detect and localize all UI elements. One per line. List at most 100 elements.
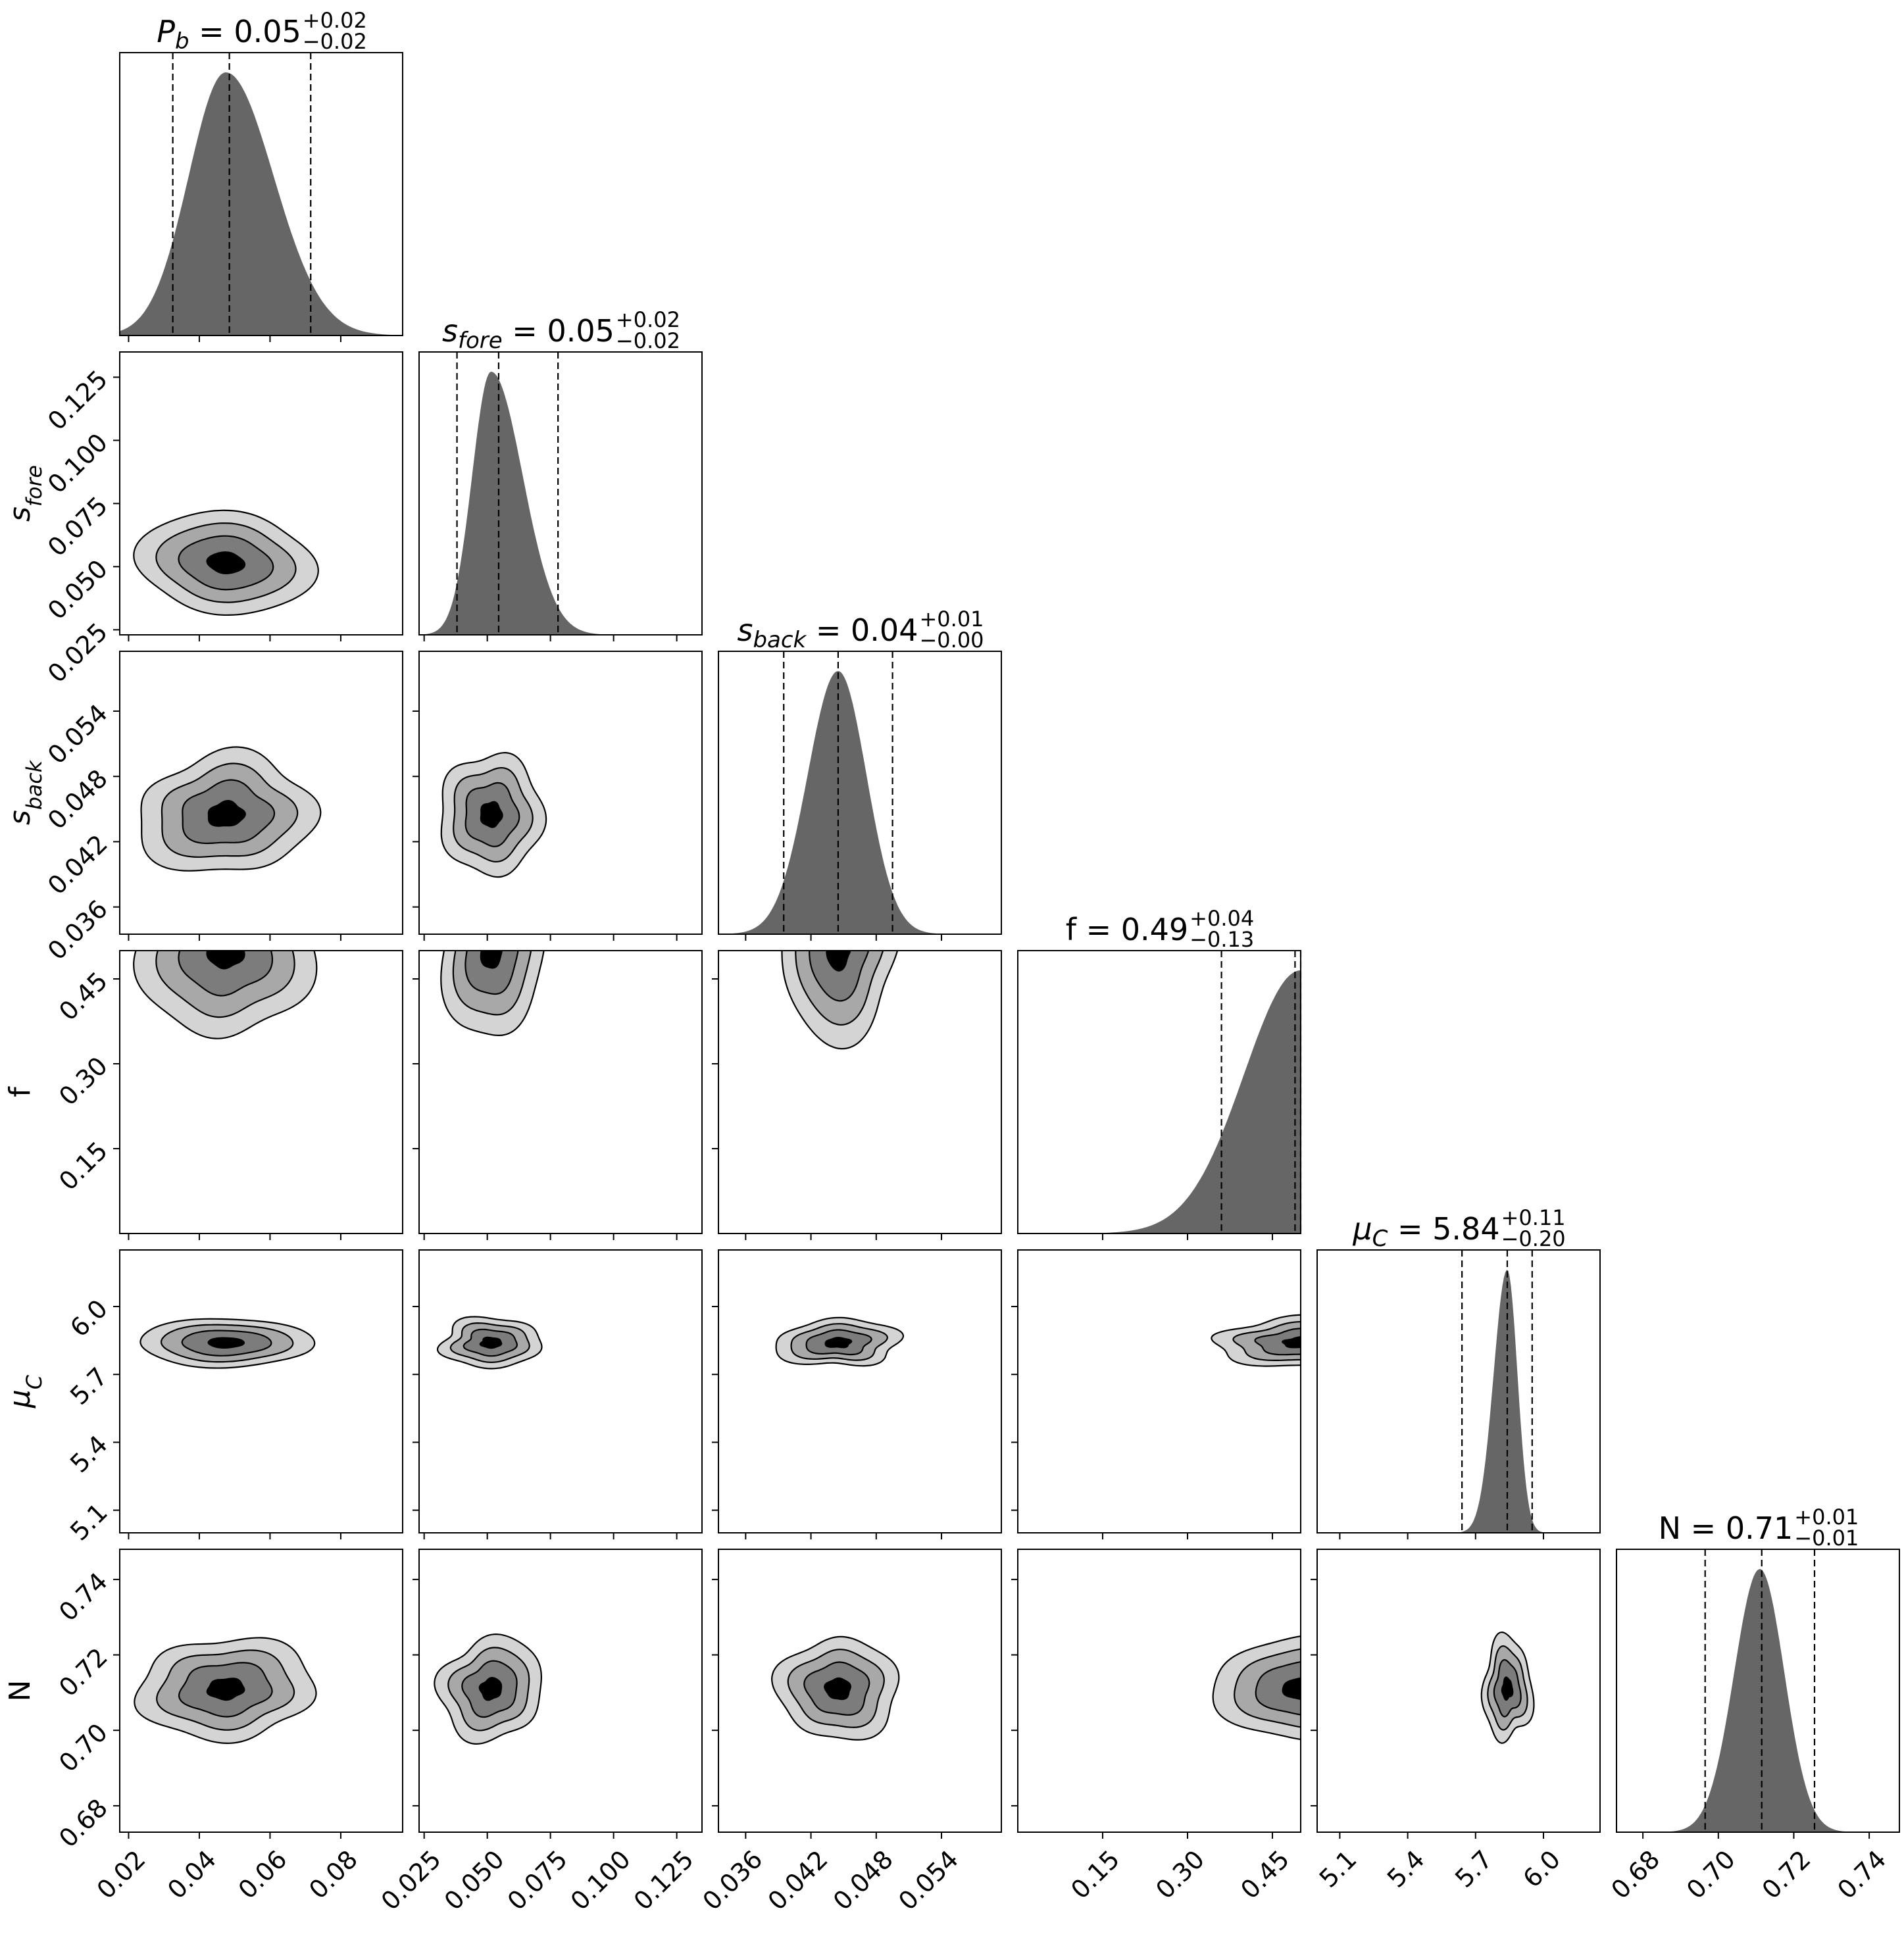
contour-level-4 — [480, 951, 503, 969]
histogram-sfore — [419, 372, 702, 635]
histogram-muC — [1317, 1270, 1600, 1533]
histogram-panel-f: f = 0.49 +0.04−0.13 — [1017, 906, 1302, 1234]
panel-title-minus-sback: −0.00 — [919, 628, 984, 653]
panel-frame — [119, 1249, 403, 1533]
contour-panel-Pb-N — [119, 1549, 403, 1833]
x-tick-label-N-2: 0.72 — [1757, 1845, 1816, 1905]
y-tick-label-sback-3: 0.054 — [42, 699, 113, 770]
panel-frame — [1017, 1249, 1301, 1533]
histogram-Pb — [120, 72, 403, 336]
contour-panel-sback-f — [718, 950, 1002, 1234]
panel-frame — [1316, 1249, 1601, 1533]
panel-title-sfore: sfore = 0.05 — [442, 313, 614, 354]
y-tick-label-f-2: 0.45 — [53, 966, 113, 1026]
y-tick-label-muC-3: 6.0 — [64, 1294, 113, 1343]
x-tick-label-f-1: 0.30 — [1150, 1845, 1210, 1905]
y-tick-label-N-2: 0.72 — [53, 1642, 113, 1702]
panel-frame — [418, 1549, 703, 1833]
contour-level-4 — [826, 951, 851, 972]
panel-frame — [718, 1249, 1002, 1533]
x-tick-label-sback-1: 0.042 — [763, 1845, 834, 1916]
panel-title-N: N = 0.71 — [1659, 1510, 1793, 1546]
panel-title-plus-sback: +0.01 — [919, 607, 984, 632]
histogram-panel-muC: μC = 5.84 +0.11−0.20 — [1316, 1205, 1601, 1533]
x-tick-label-sfore-1: 0.050 — [439, 1845, 510, 1916]
panel-title-plus-Pb: +0.02 — [303, 8, 367, 33]
x-tick-label-sfore-2: 0.075 — [502, 1845, 573, 1916]
panel-frame — [418, 950, 703, 1234]
contour-panel-Pb-sback — [119, 651, 403, 935]
y-tick-label-muC-1: 5.4 — [64, 1430, 113, 1478]
x-tick-label-Pb-3: 0.08 — [303, 1845, 363, 1905]
y-tick-label-muC-0: 5.1 — [64, 1498, 113, 1547]
x-tick-label-sback-2: 0.048 — [828, 1845, 899, 1916]
panel-frame — [718, 1549, 1002, 1833]
y-tick-label-sback-0: 0.036 — [42, 895, 113, 966]
panel-title-plus-muC: +0.11 — [1501, 1205, 1566, 1230]
x-tick-label-sback-3: 0.054 — [893, 1845, 964, 1916]
x-axis-label-sback: sback — [828, 1941, 893, 1944]
x-tick-label-muC-2: 5.7 — [1449, 1845, 1498, 1893]
contour-level-4 — [1501, 1676, 1514, 1701]
contour-level-4 — [1282, 1336, 1301, 1349]
y-axis-label-muC: μC — [3, 1375, 47, 1408]
panel-frame — [119, 1549, 403, 1833]
y-tick-label-sback-1: 0.042 — [42, 829, 113, 900]
y-tick-label-f-1: 0.30 — [53, 1051, 113, 1111]
contour-level-4 — [480, 801, 503, 828]
panel-title-muC: μC = 5.84 — [1352, 1211, 1499, 1252]
contour-panel-Pb-muC — [119, 1249, 403, 1533]
panel-title-minus-muC: −0.20 — [1501, 1226, 1566, 1251]
panel-frame — [418, 651, 703, 935]
x-axis-label-N: N — [1747, 1941, 1769, 1944]
x-tick-label-Pb-1: 0.04 — [162, 1845, 222, 1905]
contour-level-3 — [1255, 1661, 1301, 1716]
contour-level-4 — [207, 799, 246, 827]
panel-frame — [1017, 1549, 1301, 1833]
y-tick-label-sback-2: 0.048 — [42, 764, 113, 835]
y-tick-label-sfore-3: 0.100 — [42, 428, 113, 499]
x-axis-label-muC: μC — [1441, 1941, 1475, 1944]
x-tick-label-sfore-3: 0.100 — [565, 1845, 636, 1916]
y-axis-label-sfore: sfore — [3, 465, 47, 522]
contour-level-4 — [1282, 1677, 1301, 1700]
panel-title-minus-sfore: −0.02 — [616, 328, 680, 353]
contour-level-3 — [1254, 1328, 1301, 1356]
y-tick-label-N-3: 0.74 — [53, 1567, 113, 1627]
contour-level-4 — [206, 951, 245, 970]
panel-frame — [718, 950, 1002, 1234]
contour-level-4 — [479, 1336, 503, 1349]
histogram-panel-sback: sback = 0.04 +0.01−0.00 — [718, 607, 1002, 935]
y-tick-label-N-0: 0.68 — [53, 1793, 113, 1853]
x-tick-label-Pb-0: 0.02 — [91, 1845, 151, 1905]
histogram-sback — [718, 671, 1001, 934]
x-tick-label-N-0: 0.68 — [1605, 1845, 1665, 1905]
contour-panel-sfore-sback — [418, 651, 703, 935]
x-axis-label-f: f — [1154, 1941, 1165, 1944]
contour-panel-sback-muC — [718, 1249, 1002, 1533]
panel-title-plus-f: +0.04 — [1190, 906, 1254, 931]
histogram-panel-Pb: Pb = 0.05 +0.02−0.02 — [119, 8, 403, 336]
x-tick-label-sback-0: 0.036 — [697, 1845, 768, 1916]
x-tick-label-N-1: 0.70 — [1681, 1845, 1741, 1905]
x-tick-label-sfore-0: 0.025 — [376, 1845, 447, 1916]
panel-title-plus-N: +0.01 — [1794, 1505, 1859, 1530]
x-tick-label-f-0: 0.15 — [1065, 1845, 1125, 1905]
contour-level-4 — [206, 1678, 245, 1701]
y-tick-label-f-0: 0.15 — [53, 1136, 113, 1196]
x-axis-label-sfore: sfore — [532, 1941, 589, 1944]
contour-panel-sfore-muC — [418, 1249, 703, 1533]
contour-panel-Pb-sfore — [119, 351, 403, 636]
x-tick-label-muC-3: 6.0 — [1517, 1845, 1566, 1893]
contour-panel-sfore-N — [418, 1549, 703, 1833]
x-tick-label-sfore-4: 0.125 — [628, 1845, 699, 1916]
x-axis-label-Pb: Pb — [246, 1941, 277, 1944]
y-tick-label-sfore-0: 0.025 — [42, 617, 113, 688]
panel-frame — [418, 351, 703, 636]
y-axis-label-f: f — [3, 1086, 37, 1097]
contour-panel-f-muC — [1017, 1249, 1301, 1533]
contour-level-4 — [824, 1677, 852, 1701]
histogram-f — [1018, 970, 1301, 1234]
x-tick-label-Pb-2: 0.06 — [233, 1845, 293, 1905]
contour-level-4 — [824, 1337, 853, 1349]
